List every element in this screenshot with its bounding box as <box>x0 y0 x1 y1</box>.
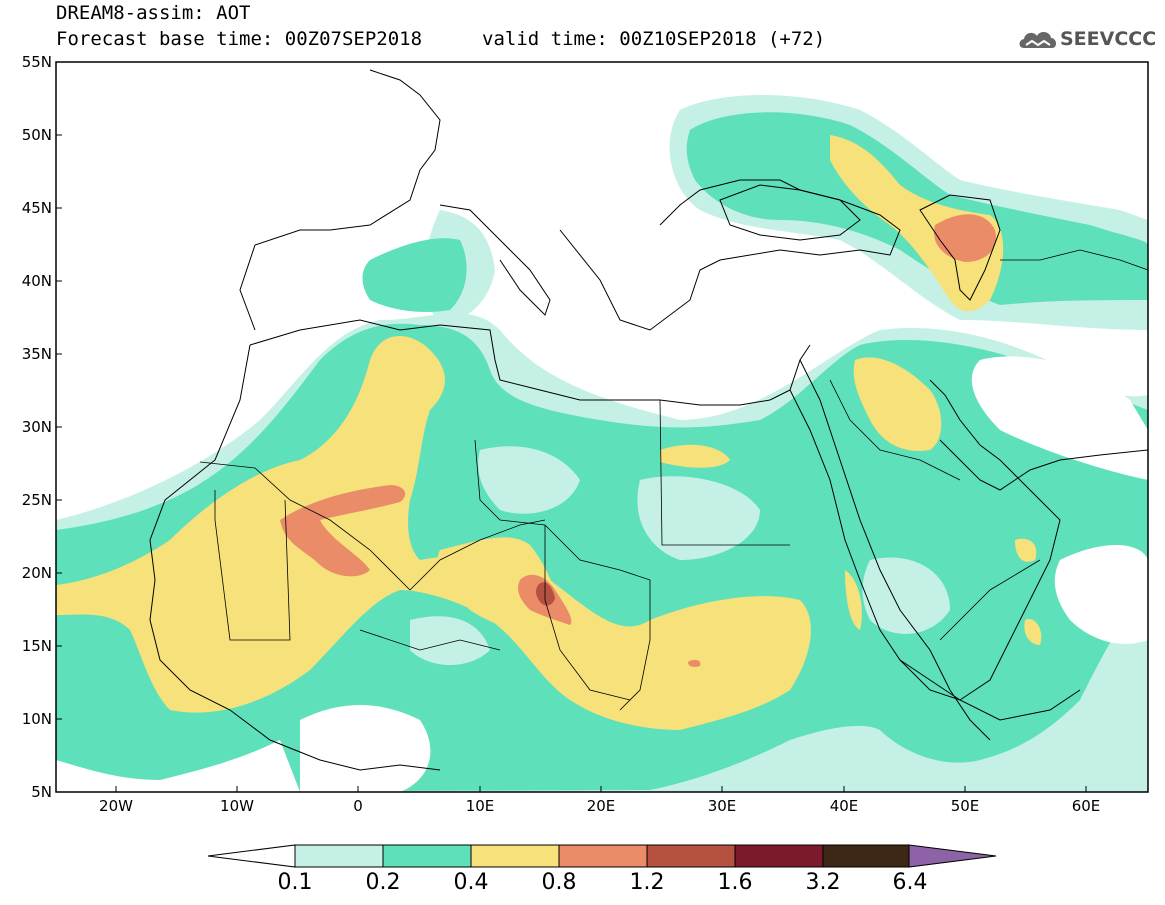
lon-ticks <box>115 786 1087 792</box>
colorbar-swatch-6 <box>822 844 910 868</box>
colorbar <box>207 844 997 868</box>
colorbar-label: 0.2 <box>365 870 401 895</box>
lat-label: 5N <box>31 783 52 801</box>
seevccc-cloud-logo-icon <box>1019 32 1057 48</box>
logo-text: SEEVCCC <box>1060 28 1157 50</box>
lon-label: 20E <box>586 797 616 815</box>
colorbar-low-extension <box>207 844 296 868</box>
lon-label: 60E <box>1071 797 1101 815</box>
lon-label: 50E <box>950 797 980 815</box>
aot-level-0.1-islands <box>410 446 950 665</box>
aot-level-0.8 <box>280 214 996 667</box>
lat-label: 40N <box>21 272 52 290</box>
lat-label: 45N <box>21 199 52 217</box>
forecast-base-time: Forecast base time: 00Z07SEP2018 <box>56 28 423 50</box>
aot-level-0.4 <box>56 135 1042 730</box>
aot-low-areas <box>56 356 1148 792</box>
colorbar-label: 1.6 <box>717 870 753 895</box>
aot-field <box>56 95 1148 792</box>
aot-level-1.2 <box>535 582 555 606</box>
lat-label: 10N <box>21 710 52 728</box>
map-title: DREAM8-assim: AOT <box>56 2 251 24</box>
lat-label: 50N <box>21 126 52 144</box>
colorbar-swatch-0 <box>294 844 384 868</box>
lon-label: 20W <box>99 797 133 815</box>
lon-label: 40E <box>829 797 859 815</box>
lon-label: 30E <box>707 797 737 815</box>
colorbar-label: 0.1 <box>277 870 313 895</box>
lon-label: 10W <box>220 797 254 815</box>
valid-time: valid time: 00Z10SEP2018 (+72) <box>482 28 826 50</box>
coastlines <box>149 69 1148 771</box>
lat-label: 15N <box>21 637 52 655</box>
colorbar-label: 3.2 <box>805 870 841 895</box>
colorbar-label: 0.4 <box>453 870 489 895</box>
colorbar-label: 6.4 <box>892 870 928 895</box>
lat-label: 25N <box>21 491 52 509</box>
lat-label: 20N <box>21 564 52 582</box>
lat-label: 30N <box>21 418 52 436</box>
lon-label: 10E <box>465 797 495 815</box>
colorbar-swatch-5 <box>734 844 824 868</box>
colorbar-label: 1.2 <box>629 870 665 895</box>
colorbar-swatch-1 <box>382 844 472 868</box>
lat-label: 35N <box>21 345 52 363</box>
colorbar-swatch-4 <box>646 844 736 868</box>
colorbar-swatch-2 <box>470 844 560 868</box>
country-borders <box>199 249 1148 711</box>
lat-label: 55N <box>21 53 52 71</box>
lat-ticks <box>56 61 62 793</box>
colorbar-high-extension <box>908 844 997 868</box>
colorbar-label: 0.8 <box>541 870 577 895</box>
lon-label: 0 <box>353 797 363 815</box>
colorbar-swatch-3 <box>558 844 648 868</box>
